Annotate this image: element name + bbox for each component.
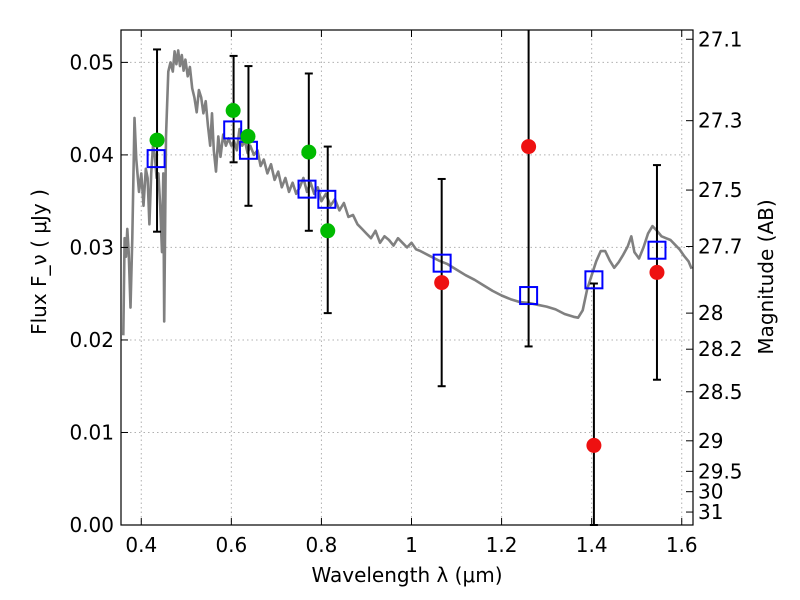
green-data-point <box>320 223 336 239</box>
y2-tick-label: 27.1 <box>698 27 743 51</box>
model-photometry-square <box>647 240 667 260</box>
x-tick-label: 1.4 <box>576 533 608 557</box>
green-data-point <box>149 132 165 148</box>
y-axis-label: Flux F_ν ( μJy ) <box>27 189 51 335</box>
red-data-point <box>649 264 665 280</box>
x-tick-label: 0.4 <box>125 533 157 557</box>
y2-tick-label: 28.5 <box>698 380 743 404</box>
model-photometry-square <box>584 270 604 290</box>
y-tick-label: 0.00 <box>69 513 114 537</box>
y-tick-label: 0.05 <box>69 50 114 74</box>
x-tick-label: 0.8 <box>306 533 338 557</box>
y2-tick-label: 27.3 <box>698 109 743 133</box>
plot-area <box>122 49 693 336</box>
markers <box>146 102 667 453</box>
x-tick-label: 0.6 <box>215 533 247 557</box>
y-tick-label: 0.04 <box>69 143 114 167</box>
green-data-point <box>225 102 241 118</box>
x-tick-label: 1.2 <box>486 533 518 557</box>
x-tick-label: 1 <box>405 533 418 557</box>
x-axis-label: Wavelength λ (μm) <box>311 563 502 587</box>
red-data-point <box>434 275 450 291</box>
model-photometry-square <box>297 179 317 199</box>
x-tick-label: 1.6 <box>666 533 698 557</box>
y2-tick-label: 27.5 <box>698 178 743 202</box>
green-data-point <box>301 144 317 160</box>
green-data-point <box>240 128 256 144</box>
y2-tick-label: 28 <box>698 301 723 325</box>
template-spectrum-line <box>122 49 693 336</box>
y-tick-label: 0.01 <box>69 420 114 444</box>
y2-tick-label: 27.7 <box>698 235 743 259</box>
y2-tick-label: 28.2 <box>698 337 743 361</box>
red-data-point <box>586 437 602 453</box>
y2-tick-label: 29 <box>698 429 723 453</box>
red-data-point <box>521 139 537 155</box>
y-tick-label: 0.02 <box>69 328 114 352</box>
axes: 0.4 0.6 0.8 1 1.2 1.4 1.6 0.00 0.01 0.02 0.03 0.04 0… <box>69 27 742 557</box>
model-photometry-square <box>519 286 539 306</box>
y2-axis-label: Magnitude (AB) <box>754 199 778 354</box>
y2-tick-label: 30 <box>698 480 723 504</box>
plot-frame <box>120 29 694 526</box>
model-photometry-square <box>432 253 452 273</box>
y2-tick-label: 31 <box>698 500 723 524</box>
model-photometry-square <box>146 149 166 169</box>
model-photometry-square <box>223 120 243 140</box>
y2-tick-label: 29.5 <box>698 459 743 483</box>
y-tick-label: 0.03 <box>69 235 114 259</box>
model-photometry-square <box>317 189 337 209</box>
